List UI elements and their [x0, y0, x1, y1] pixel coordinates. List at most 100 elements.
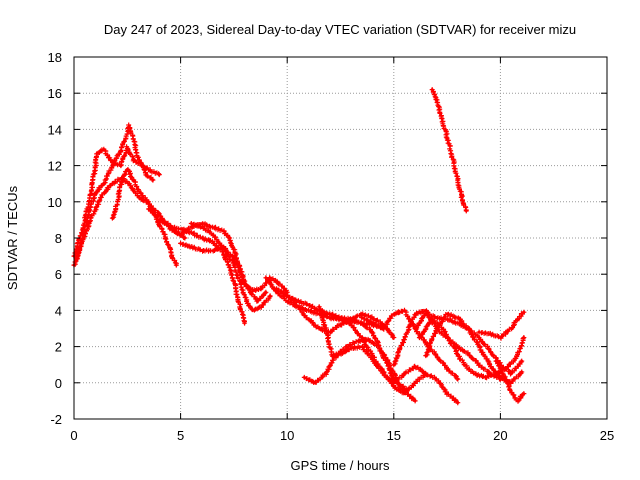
- data-point: [211, 225, 214, 229]
- data-point: [456, 316, 460, 320]
- data-point: [464, 209, 468, 213]
- data-point: [499, 336, 502, 339]
- y-tick-label: 14: [48, 122, 62, 137]
- data-point: [268, 294, 272, 298]
- data-point: [403, 309, 406, 312]
- series-track-19: [416, 316, 527, 381]
- data-point: [445, 312, 449, 316]
- data-point: [516, 318, 519, 321]
- data-point: [147, 200, 151, 204]
- data-point: [119, 182, 123, 186]
- data-series: [71, 87, 527, 406]
- data-point: [413, 381, 417, 385]
- y-tick-label: 6: [55, 267, 62, 282]
- data-point: [251, 289, 255, 292]
- data-point: [264, 276, 268, 280]
- data-point: [339, 352, 342, 356]
- data-point: [328, 316, 332, 320]
- data-point: [403, 336, 406, 339]
- series-track-21: [493, 358, 527, 404]
- data-point: [268, 276, 272, 280]
- data-point: [93, 191, 97, 195]
- data-point: [522, 336, 526, 339]
- data-point: [349, 323, 353, 327]
- data-point: [277, 281, 281, 285]
- data-point: [83, 232, 87, 236]
- data-point: [200, 236, 204, 240]
- data-point: [157, 218, 161, 222]
- data-point: [445, 366, 449, 370]
- x-tick-label: 10: [280, 428, 294, 443]
- data-point: [516, 354, 519, 358]
- data-point: [371, 321, 374, 325]
- data-point: [317, 305, 321, 309]
- data-point: [93, 207, 97, 211]
- data-point: [520, 370, 524, 374]
- series-track-14: [327, 311, 461, 406]
- data-point: [221, 245, 225, 249]
- data-point: [371, 330, 374, 334]
- data-point: [102, 147, 106, 151]
- x-tick-label: 0: [70, 428, 77, 443]
- data-point: [115, 204, 119, 207]
- data-point: [179, 227, 183, 231]
- data-point: [285, 299, 289, 303]
- marker-trail: [476, 309, 527, 341]
- data-point: [349, 347, 353, 350]
- data-point: [189, 231, 193, 234]
- y-axis-label: SDTVAR / TECUs: [5, 185, 20, 290]
- data-point: [189, 245, 193, 249]
- data-point: [243, 281, 246, 285]
- data-point: [381, 370, 385, 374]
- data-point: [392, 336, 396, 339]
- data-point: [238, 305, 242, 309]
- data-point: [396, 381, 400, 385]
- data-point: [413, 312, 417, 316]
- data-point: [509, 327, 513, 330]
- series-track-5: [146, 206, 248, 326]
- data-point: [200, 225, 204, 229]
- series-track-13: [316, 304, 429, 386]
- data-point: [435, 327, 438, 330]
- data-point: [138, 191, 142, 195]
- data-point: [179, 242, 183, 245]
- data-point: [443, 127, 447, 131]
- data-point: [174, 263, 178, 267]
- data-point: [520, 359, 524, 363]
- data-point: [452, 160, 455, 164]
- data-point: [441, 327, 445, 330]
- data-point: [356, 339, 359, 343]
- data-point: [494, 372, 498, 376]
- data-point: [435, 354, 438, 358]
- data-point: [456, 345, 460, 348]
- data-point: [96, 151, 99, 155]
- data-point: [189, 222, 193, 225]
- data-point: [467, 352, 470, 356]
- data-point: [435, 316, 438, 320]
- data-point: [413, 327, 417, 330]
- data-point: [285, 294, 289, 298]
- data-point: [221, 229, 225, 233]
- data-point: [85, 218, 89, 222]
- data-point: [102, 182, 106, 186]
- x-tick-label: 15: [387, 428, 401, 443]
- data-point: [377, 345, 381, 348]
- data-point: [467, 327, 470, 330]
- data-point: [392, 385, 396, 388]
- data-point: [128, 124, 131, 128]
- data-point: [230, 272, 234, 276]
- data-point: [488, 363, 492, 367]
- data-point: [484, 375, 487, 379]
- x-tick-label: 5: [177, 428, 184, 443]
- data-point: [360, 345, 364, 348]
- y-tick-label: 2: [55, 340, 62, 355]
- data-point: [132, 178, 136, 182]
- data-point: [251, 309, 255, 312]
- data-point: [503, 375, 507, 379]
- data-point: [403, 392, 406, 396]
- marker-trail: [429, 87, 469, 214]
- data-point: [328, 312, 332, 316]
- grid-lines: [74, 57, 607, 419]
- data-point: [424, 372, 428, 376]
